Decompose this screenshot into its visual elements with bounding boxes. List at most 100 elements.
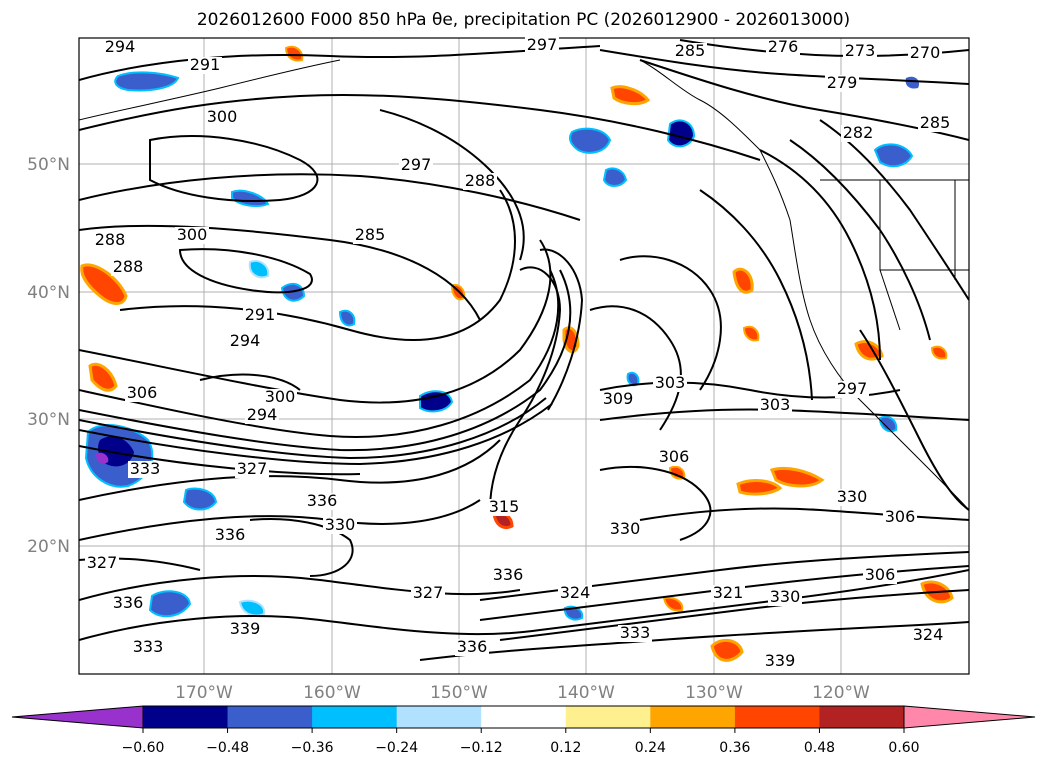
contour-label: 324 — [560, 583, 591, 602]
colorbar-segment — [227, 706, 313, 728]
contour-label: 300 — [207, 107, 238, 126]
contour-label: 303 — [760, 395, 791, 414]
contour-label: 285 — [675, 41, 706, 60]
contour-label: 285 — [920, 113, 951, 132]
contour-label: 297 — [527, 35, 558, 54]
colorbar-tick-label: −0.36 — [291, 740, 334, 756]
contour-label: 294 — [230, 331, 261, 350]
contour-label: 321 — [713, 583, 744, 602]
contour-label-bg — [305, 493, 339, 510]
contour-label: 303 — [655, 373, 686, 392]
contour-label-bg — [711, 585, 745, 602]
colorbar-segment — [143, 706, 229, 728]
contour-label: 279 — [827, 73, 858, 92]
contour-label-bg — [825, 75, 859, 92]
lon-label-130w: 130°W — [685, 683, 743, 703]
contour-label: 309 — [603, 389, 634, 408]
colorbar-tick-label: −0.48 — [206, 740, 249, 756]
contour-label-bg — [843, 43, 877, 60]
contour-label: 327 — [237, 459, 268, 478]
contour-label: 273 — [845, 41, 876, 60]
contour-label: 288 — [113, 257, 144, 276]
contour-label-bg — [908, 45, 942, 62]
contour-label: 336 — [457, 637, 488, 656]
contour-label-bg — [125, 385, 159, 402]
contour-label: 336 — [113, 593, 144, 612]
contour-label-bg — [128, 461, 162, 478]
lon-label-140w: 140°W — [557, 683, 615, 703]
contour-label: 270 — [910, 43, 941, 62]
coastline — [79, 59, 969, 511]
contour-label: 336 — [215, 525, 246, 544]
contour-label: 285 — [355, 225, 386, 244]
lat-label-30n: 30°N — [27, 410, 70, 430]
contour-label-bg — [111, 259, 145, 276]
contour-label: 291 — [190, 55, 221, 74]
contour-label-bg — [653, 375, 687, 392]
colorbar-extend-max — [903, 705, 1036, 729]
contour-label: 330 — [837, 487, 868, 506]
colorbar-segment — [396, 706, 482, 728]
contour-label-bg — [863, 567, 897, 584]
lon-label-170w: 170°W — [175, 683, 233, 703]
contour-label: 339 — [765, 651, 796, 670]
contour-label-bg — [93, 232, 127, 249]
contour-label-bg — [768, 589, 802, 606]
contour-label: 330 — [770, 587, 801, 606]
contour-label-bg — [835, 489, 869, 506]
contour-label: 333 — [130, 459, 161, 478]
contour-label-bg — [85, 555, 119, 572]
contour-label-bg — [491, 567, 525, 584]
lon-label-120w: 120°W — [812, 683, 870, 703]
contour-label: 330 — [325, 515, 356, 534]
contour-label: 306 — [659, 447, 690, 466]
contour-label-bg — [245, 407, 279, 424]
contour-label-bg — [188, 57, 222, 74]
contour-label-bg — [323, 517, 357, 534]
contour-label-bg — [763, 653, 797, 670]
contour-label-bg — [263, 389, 297, 406]
contour-label: 306 — [127, 383, 158, 402]
longitude-labels: 170°W 160°W 150°W 140°W 130°W 120°W — [175, 683, 870, 703]
contour-label-bg — [455, 639, 489, 656]
colorbar-segment — [734, 706, 820, 728]
colorbar-tick-label: 0.12 — [550, 740, 581, 756]
contour-label: 291 — [245, 305, 276, 324]
contour-label: 327 — [413, 583, 444, 602]
colorbar-tick-label: 0.60 — [888, 740, 919, 756]
contour-label: 294 — [105, 37, 136, 56]
contour-label: 327 — [87, 553, 118, 572]
colorbar-frame — [142, 705, 905, 729]
colorbar-tick-label: −0.24 — [375, 740, 418, 756]
contour-label-bg — [235, 461, 269, 478]
contour-label: 315 — [489, 497, 520, 516]
contour-label: 276 — [768, 37, 799, 56]
contour-label-bg — [411, 585, 445, 602]
contour-label: 300 — [265, 387, 296, 406]
contour-label-bg — [487, 499, 521, 516]
contour-label-bg — [103, 39, 137, 56]
contour-label: 297 — [837, 379, 868, 398]
contour-label-bg — [228, 333, 262, 350]
contour-label: 288 — [465, 171, 496, 190]
contour-label: 330 — [610, 519, 641, 538]
contour-label: 306 — [885, 507, 916, 526]
lat-label-50n: 50°N — [27, 155, 70, 175]
contour-label-bg — [205, 109, 239, 126]
contour-label: 339 — [230, 619, 261, 638]
contour-label-bg — [463, 173, 497, 190]
contour-label-bg — [243, 307, 277, 324]
contour-label-bg — [525, 37, 559, 54]
colorbar-tick-label: 0.36 — [719, 740, 750, 756]
contour-label: 294 — [247, 405, 278, 424]
contour-label-bg — [111, 595, 145, 612]
contour-label-bg — [175, 227, 209, 244]
colorbar-segment — [565, 706, 651, 728]
contour-label-bg — [758, 397, 792, 414]
contour-label-bg — [835, 381, 869, 398]
colorbar-segment — [312, 706, 398, 728]
contour-label: 297 — [401, 155, 432, 174]
contour-label: 324 — [913, 625, 944, 644]
